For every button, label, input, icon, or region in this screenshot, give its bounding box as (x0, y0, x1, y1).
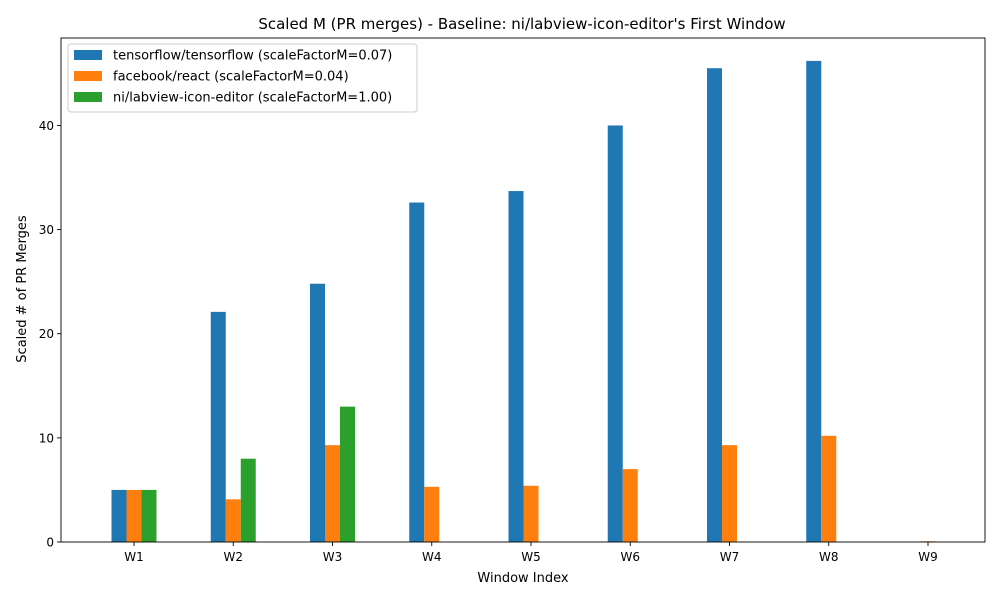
legend-label-3: ni/labview-icon-editor (scaleFactorM=1.0… (113, 91, 392, 106)
x-tick-label-w2: W2 (224, 550, 244, 564)
legend: tensorflow/tensorflow (scaleFactorM=0.07… (67, 43, 418, 113)
bar-series-2-w1 (126, 489, 142, 542)
bar-series-2-w7 (722, 445, 737, 542)
x-tick-label-w5: W5 (521, 550, 541, 564)
bar-series-1-w6 (607, 125, 623, 542)
bars-layer (111, 60, 936, 542)
bar-series-2-w4 (424, 486, 440, 542)
legend-swatch-1 (74, 50, 102, 60)
y-tick-label: 40 (39, 119, 54, 133)
x-tick-label-w3: W3 (323, 550, 343, 564)
plot-frame (60, 37, 986, 543)
x-tick-label-w7: W7 (720, 550, 740, 564)
bar-series-1-w7 (707, 68, 722, 542)
legend-label-2: facebook/react (scaleFactorM=0.04) (113, 70, 349, 85)
bar-series-1-w4 (409, 202, 425, 542)
legend-swatch-2 (74, 71, 102, 81)
bar-series-3-w3 (340, 406, 355, 542)
x-tick-label-w9: W9 (918, 550, 938, 564)
x-tick-label-w4: W4 (422, 550, 442, 564)
bar-series-3-w2 (240, 458, 256, 542)
bar-series-2-w3 (325, 445, 340, 542)
bar-series-2-w8 (821, 435, 837, 542)
bar-series-2-w5 (523, 485, 539, 542)
legend-box (67, 43, 418, 113)
y-axis: 0 10 20 30 40 (39, 119, 61, 550)
bar-series-1-w8 (806, 60, 822, 542)
bar-series-1-w1 (111, 489, 127, 542)
y-tick-label: 20 (39, 327, 54, 341)
bar-series-2-w6 (622, 469, 638, 542)
x-tick-label-w6: W6 (621, 550, 641, 564)
y-tick-label: 10 (39, 431, 54, 445)
y-tick-label: 0 (46, 536, 54, 550)
x-axis: W1 W2 W3 W4 W5 W6 W7 W8 W9 (124, 542, 938, 564)
bar-series-2-w2 (225, 499, 241, 542)
x-tick-label-w8: W8 (819, 550, 839, 564)
chart-title: Scaled M (PR merges) - Baseline: ni/labv… (258, 15, 785, 33)
y-axis-label: Scaled # of PR Merges (15, 215, 30, 363)
y-tick-label: 30 (39, 223, 54, 237)
bar-series-3-w1 (141, 489, 157, 542)
legend-swatch-3 (74, 92, 102, 102)
bar-series-1-w3 (310, 283, 325, 542)
legend-label-1: tensorflow/tensorflow (scaleFactorM=0.07… (113, 49, 392, 64)
x-axis-label: Window Index (477, 571, 568, 586)
bar-series-1-w5 (508, 191, 524, 542)
x-tick-label-w1: W1 (124, 550, 144, 564)
bar-series-1-w2 (210, 311, 226, 542)
